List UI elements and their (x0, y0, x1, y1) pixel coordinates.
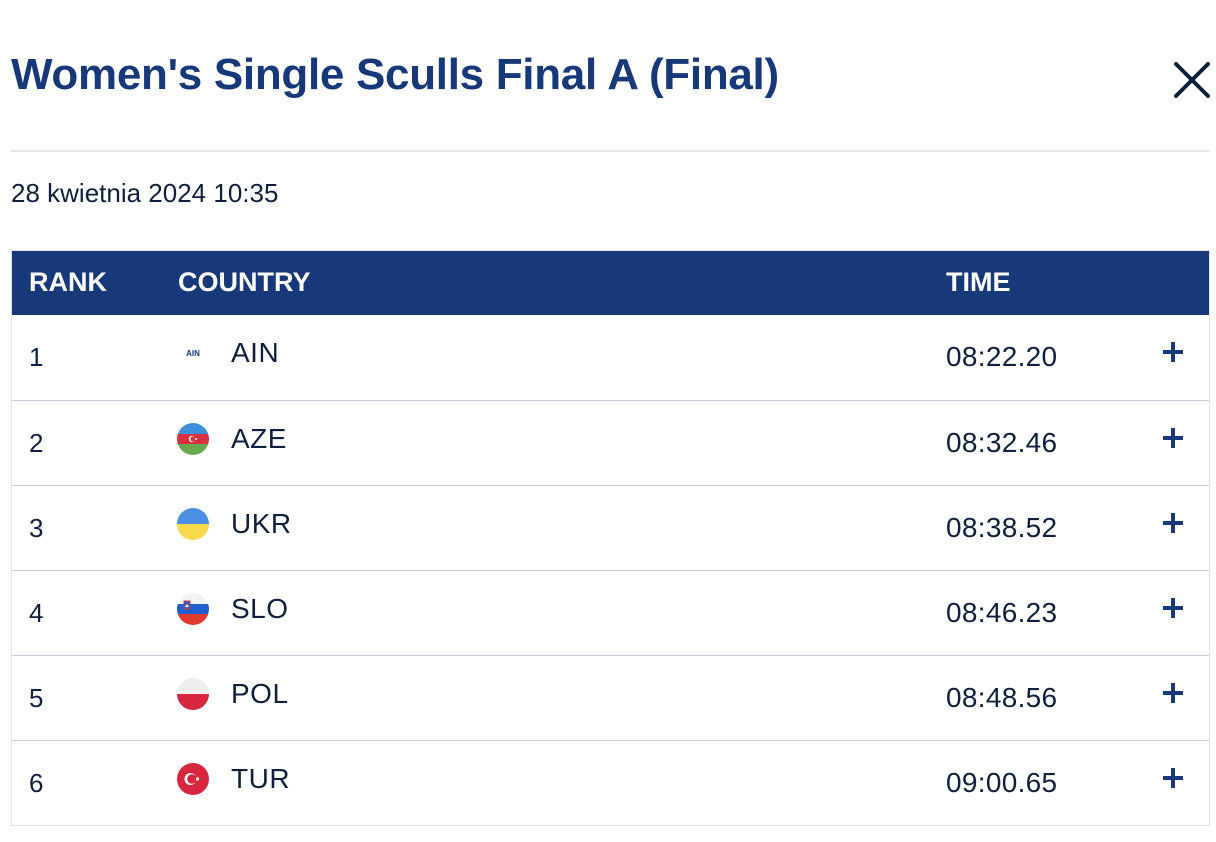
rank-cell: 5 (29, 683, 44, 713)
ukraine-flag-icon (177, 508, 209, 540)
table-row[interactable]: 1 AIN AIN 08:22.20 (12, 315, 1209, 400)
header-divider (11, 150, 1210, 152)
rank-cell: 3 (29, 513, 44, 543)
rank-cell: 1 (29, 342, 44, 372)
country-code: SLO (231, 593, 289, 624)
expand-row-button[interactable] (1160, 425, 1186, 451)
country-code: TUR (231, 763, 291, 794)
time-cell: 08:32.46 (946, 427, 1058, 458)
time-cell: 08:48.56 (946, 682, 1058, 713)
plus-icon (1163, 513, 1183, 533)
poland-flag-icon (177, 678, 209, 710)
time-cell: 08:38.52 (946, 512, 1058, 543)
table-row[interactable]: 4 SLO 08:46.23 (12, 570, 1209, 655)
results-table: RANK COUNTRY TIME 1 AIN AIN 08:22.20 (11, 250, 1210, 826)
column-header-country: COUNTRY (178, 267, 311, 297)
table-header: RANK COUNTRY TIME (12, 251, 1209, 315)
column-header-rank: RANK (29, 267, 107, 297)
event-datetime: 28 kwietnia 2024 10:35 (11, 178, 279, 208)
rank-cell: 2 (29, 428, 44, 458)
plus-icon (1163, 598, 1183, 618)
table-row[interactable]: 6 TUR 09:00.65 (12, 740, 1209, 825)
column-header-time: TIME (946, 267, 1011, 297)
plus-icon (1163, 342, 1183, 362)
turkey-flag-icon (177, 763, 209, 795)
table-body: 1 AIN AIN 08:22.20 2 (12, 315, 1209, 825)
plus-icon (1163, 428, 1183, 448)
plus-icon (1163, 683, 1183, 703)
expand-row-button[interactable] (1160, 680, 1186, 706)
ain-flag-text: AIN (186, 349, 200, 358)
time-cell: 08:22.20 (946, 341, 1058, 372)
table-row[interactable]: 5 POL 08:48.56 (12, 655, 1209, 740)
country-code: AIN (231, 337, 280, 368)
page-title: Women's Single Sculls Final A (Final) (11, 50, 779, 99)
rank-cell: 4 (29, 598, 44, 628)
expand-row-button[interactable] (1160, 765, 1186, 791)
plus-icon (1163, 768, 1183, 788)
close-icon (1174, 62, 1210, 98)
table-row[interactable]: 2 AZE 08:32.46 (12, 400, 1209, 485)
expand-row-button[interactable] (1160, 510, 1186, 536)
time-cell: 09:00.65 (946, 767, 1058, 798)
expand-row-button[interactable] (1160, 595, 1186, 621)
slovenia-flag-icon (177, 593, 209, 625)
close-button[interactable] (1168, 56, 1216, 104)
country-code: UKR (231, 508, 292, 539)
expand-row-button[interactable] (1160, 339, 1186, 365)
table-row[interactable]: 3 UKR 08:38.52 (12, 485, 1209, 570)
time-cell: 08:46.23 (946, 597, 1058, 628)
azerbaijan-flag-icon (177, 423, 209, 455)
country-code: POL (231, 678, 289, 709)
ain-flag-icon: AIN (177, 337, 209, 369)
rank-cell: 6 (29, 768, 44, 798)
country-code: AZE (231, 423, 287, 454)
